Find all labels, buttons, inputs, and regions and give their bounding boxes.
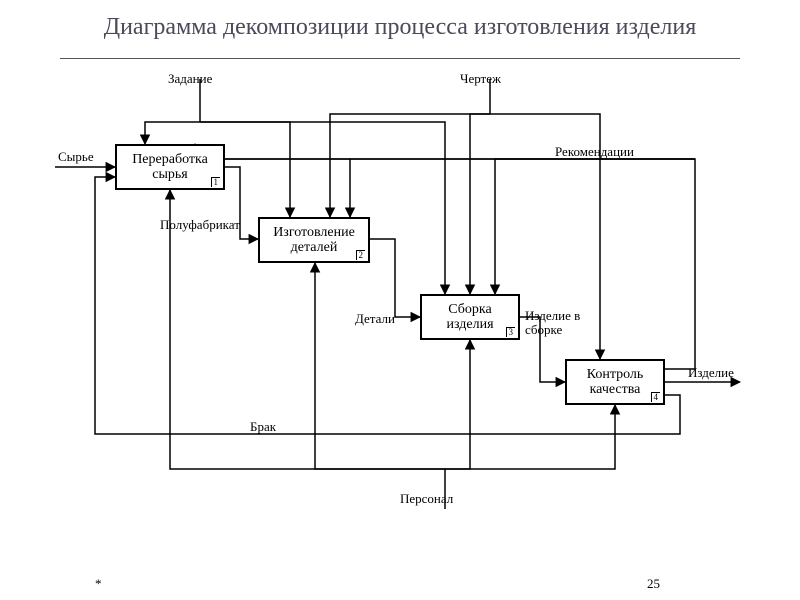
label-rekomend: Рекомендации bbox=[555, 144, 634, 160]
footer-mark: * bbox=[95, 576, 102, 592]
label-polufab: Полуфабрикат bbox=[160, 217, 240, 233]
label-personal: Персонал bbox=[400, 491, 453, 507]
label-brak: Брак bbox=[250, 419, 276, 435]
node-number: 1 bbox=[211, 177, 221, 187]
node-kontrol: Контроль качества 4 bbox=[565, 359, 665, 405]
idef0-diagram: Переработка сырья 1 Изготовление деталей… bbox=[0, 59, 800, 529]
label-zadanie: Задание bbox=[168, 71, 212, 87]
node-izgotovlenie: Изготовление деталей 2 bbox=[258, 217, 370, 263]
diagram-arrows bbox=[0, 59, 800, 529]
node-pererabotka: Переработка сырья 1 bbox=[115, 144, 225, 190]
label-syrye: Сырье bbox=[58, 149, 94, 165]
label-izdelie: Изделие bbox=[688, 365, 734, 381]
node-label: Контроль качества bbox=[571, 367, 659, 398]
node-sborka: Сборка изделия 3 bbox=[420, 294, 520, 340]
label-chertezh: Чертеж bbox=[460, 71, 501, 87]
node-label: Переработка сырья bbox=[121, 152, 219, 183]
page-number: 25 bbox=[647, 576, 660, 592]
slide-title: Диаграмма декомпозиции процесса изготовл… bbox=[0, 0, 800, 50]
label-vsborke: Изделие в сборке bbox=[525, 309, 595, 336]
node-number: 2 bbox=[356, 250, 366, 260]
node-number: 4 bbox=[651, 392, 661, 402]
label-detali: Детали bbox=[355, 311, 395, 327]
node-label: Изготовление деталей bbox=[264, 225, 364, 256]
node-label: Сборка изделия bbox=[426, 302, 514, 333]
node-number: 3 bbox=[506, 327, 516, 337]
